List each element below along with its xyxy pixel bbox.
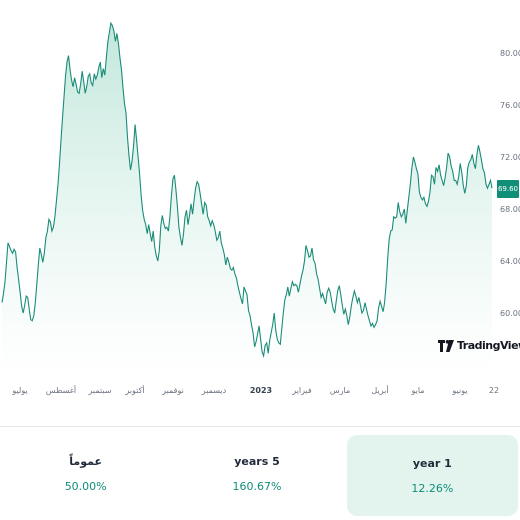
y-tick-label: 80.00 [500,49,520,58]
x-tick-label: مايو [410,386,424,395]
stat-label: year 1 [412,456,452,470]
x-tick-label: ديسمبر [201,386,227,395]
stat-label: عموماً [69,454,103,468]
stat-value: 50.00% [64,479,107,493]
last-price-badge: 69.60 [497,180,519,198]
y-tick-label: 64.00 [500,257,520,266]
performance-stats: عموماً 50.00% years 5 160.67% year 1 12.… [0,426,520,520]
tradingview-logo-text: TradingView [457,339,520,352]
tradingview-logo-icon [438,339,454,352]
x-axis: يوليو أغسطس سبتمبر أكتوبر نوفمبر ديسمبر 2023 فب… [11,385,499,395]
y-tick-label: 60.00 [500,309,520,318]
y-tick-label: 72.00 [500,153,520,162]
y-axis: 80.00 76.00 72.00 68.00 64.00 60.00 [500,49,520,318]
price-line [1,21,493,359]
chart-svg: 80.00 76.00 72.00 68.00 64.00 60.00 يوليو أغسط… [1,21,520,395]
stat-1-year[interactable]: year 1 12.26% [346,435,518,516]
y-tick-label: 76.00 [500,101,520,110]
x-tick-label: فبراير [291,386,312,395]
stat-label: years 5 [234,454,280,468]
x-tick-label: أكتوبر [124,385,144,395]
x-tick-label: نوفمبر [161,386,184,395]
price-area [2,23,492,375]
x-tick-label: 2023 [250,386,272,395]
x-tick-label: يونيو [451,386,467,395]
stat-all-time[interactable]: عموماً 50.00% [0,427,171,520]
y-tick-label: 68.00 [500,205,520,214]
x-tick-label: يوليو [11,386,27,395]
x-tick-label: مارس [330,386,350,395]
x-tick-label: سبتمبر [88,386,112,395]
tradingview-logo[interactable]: TradingView [438,339,520,352]
stat-value: 160.67% [232,479,282,493]
stat-5-years[interactable]: years 5 160.67% [171,427,342,520]
stat-value: 12.26% [411,481,454,495]
price-chart: 80.00 76.00 72.00 68.00 64.00 60.00 يوليو أغسط… [1,21,520,395]
x-tick-label: أبريل [371,385,388,395]
x-tick-label: أغسطس [46,385,76,395]
x-tick-label: 22 [489,386,499,395]
